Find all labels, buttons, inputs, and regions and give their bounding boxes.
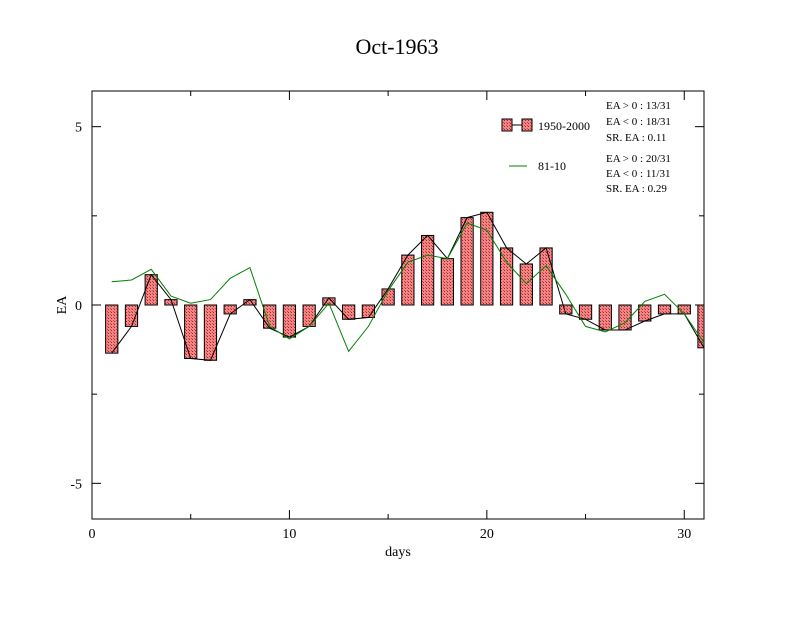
legend-stat-81-10-sr: SR. EA : 0.29 [606, 183, 667, 195]
y-tick-label: 5 [75, 121, 82, 136]
bar-day-5 [184, 304, 198, 359]
x-tick-label: 30 [677, 527, 691, 542]
bar-day-22 [519, 263, 533, 306]
bar-series-1950-2000 [105, 211, 705, 361]
x-axis-ticks: 0 10 20 30 [89, 91, 691, 542]
bar-day-6 [203, 304, 218, 361]
line-1950-2000 [111, 211, 705, 361]
y-tick-label: 0 [75, 299, 82, 314]
bar-day-25 [578, 304, 593, 320]
legend-swatch-right-1950-2000 [521, 118, 533, 132]
line-81-10 [111, 222, 705, 353]
x-tick-label: 0 [89, 527, 96, 542]
legend: 1950-2000 81-10 EA > 0 : 13/31 EA < 0 : … [501, 100, 671, 195]
bar-day-11 [302, 304, 316, 327]
bar-day-26 [598, 304, 612, 331]
bar-day-29 [657, 304, 672, 315]
legend-stat-1950-2000-pos: EA > 0 : 13/31 [606, 100, 671, 112]
bar-day-21 [499, 247, 514, 306]
y-tick-label: -5 [70, 477, 82, 492]
bar-day-20 [480, 211, 494, 306]
x-tick-label: 10 [282, 527, 296, 542]
bar-day-13 [342, 304, 356, 320]
legend-label-1950-2000: 1950-2000 [538, 119, 590, 133]
y-axis-ticks: -5 0 5 [70, 121, 704, 492]
chart-title: Oct-1963 [355, 34, 438, 59]
bar-day-1 [105, 304, 119, 354]
legend-stat-81-10-neg: EA < 0 : 11/31 [606, 168, 670, 180]
bar-day-3 [144, 274, 158, 306]
line-series-group [111, 211, 705, 361]
legend-stat-1950-2000-sr: SR. EA : 0.11 [606, 132, 666, 144]
legend-stat-81-10-pos: EA > 0 : 20/31 [606, 153, 671, 165]
bar-day-28 [638, 304, 652, 322]
y-axis-label: EA [55, 295, 70, 315]
bar-day-18 [440, 258, 454, 306]
bar-day-17 [420, 234, 435, 306]
x-tick-label: 20 [480, 527, 494, 542]
legend-stat-1950-2000-neg: EA < 0 : 18/31 [606, 116, 671, 128]
bar-day-7 [223, 304, 237, 315]
legend-swatch-left-1950-2000 [501, 118, 513, 132]
x-axis-label: days [385, 545, 411, 560]
bar-day-23 [539, 247, 553, 306]
legend-label-81-10: 81-10 [538, 159, 566, 173]
bar-day-10 [282, 304, 297, 338]
bar-day-9 [263, 304, 277, 329]
bar-day-31 [697, 304, 705, 349]
